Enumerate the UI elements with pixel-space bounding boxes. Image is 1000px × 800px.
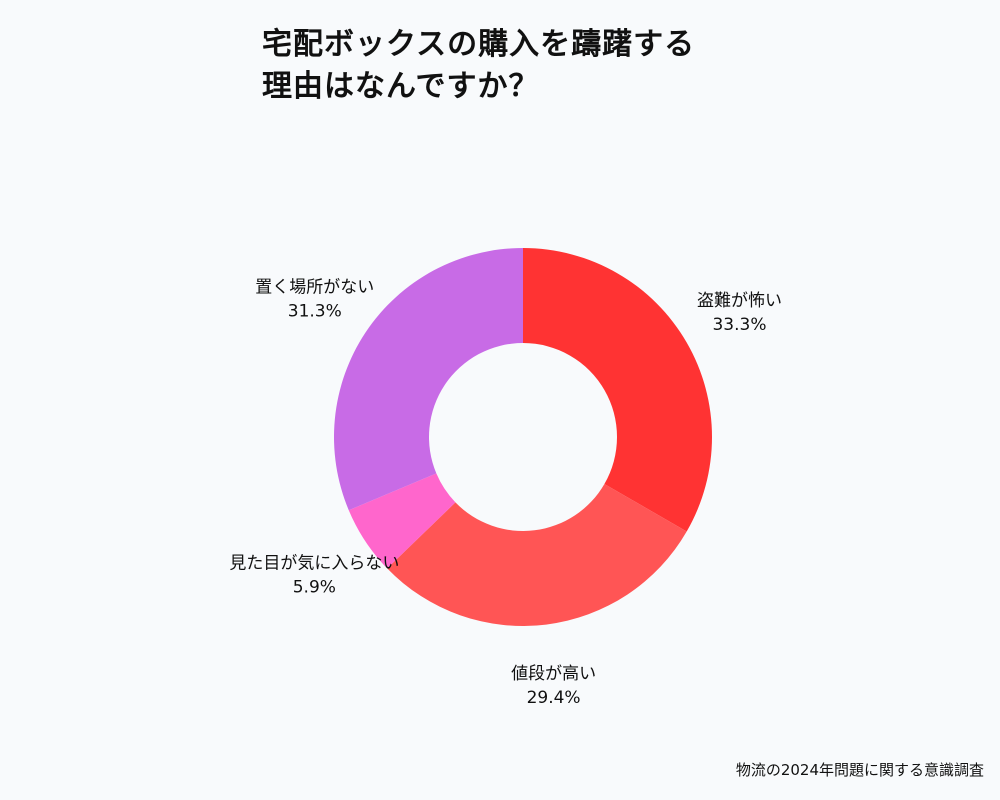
chart-title-line-2: 理由はなんですか？ (262, 69, 540, 104)
slice-label-4: 置く場所がない (255, 278, 374, 298)
chart-title: 宅配ボックスの購入を躊躇する 理由はなんですか？ (262, 24, 822, 108)
slice-value-label-2: 29.4% (527, 688, 581, 708)
chart-title-line-1: 宅配ボックスの購入を躊躇する (262, 27, 696, 62)
slice-value-label-4: 31.3% (288, 302, 342, 322)
donut-slice-1 (523, 248, 712, 532)
source-note: 物流の2024年問題に関する意識調査 (735, 761, 984, 779)
slice-value-label-1: 33.3% (712, 315, 766, 335)
donut-slice-3 (348, 473, 456, 569)
donut-slice-2 (387, 484, 687, 626)
slice-label-3: 見た目が気に入らない (229, 554, 399, 574)
donut-slice-4 (333, 248, 523, 511)
slice-value-label-3: 5.9% (293, 578, 336, 598)
slice-label-1: 盗難が怖い (697, 291, 782, 311)
slice-label-2: 値段が高い (511, 664, 596, 684)
